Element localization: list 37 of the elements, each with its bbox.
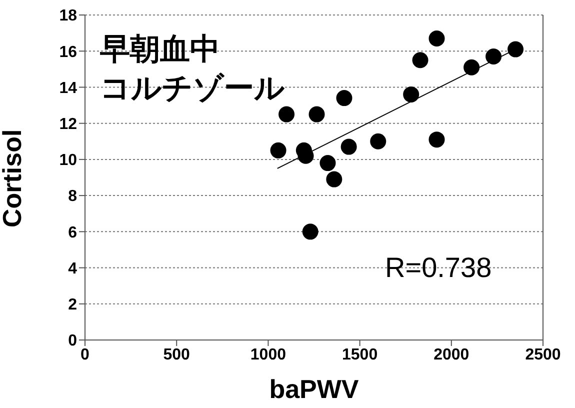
y-tick-label: 12 <box>59 116 78 134</box>
annotation: R=0.738 <box>385 251 492 285</box>
x-axis-title: baPWV <box>269 374 360 404</box>
y-tick-label: 10 <box>59 152 78 170</box>
x-tick-label: 2500 <box>525 346 561 364</box>
point <box>464 59 480 76</box>
x-tick-label: 500 <box>163 346 190 364</box>
y-axis-title: Cortisol <box>0 129 28 228</box>
point <box>326 171 342 188</box>
point <box>370 133 386 150</box>
point <box>308 106 325 122</box>
y-tick-label: 2 <box>68 296 78 314</box>
point <box>486 48 502 65</box>
y-tick-label: 4 <box>68 260 78 278</box>
point <box>320 155 336 172</box>
point <box>278 106 295 122</box>
x-tick-label: 1500 <box>342 346 378 364</box>
y-tick-label: 6 <box>68 224 78 242</box>
point <box>403 86 420 102</box>
point <box>428 132 445 148</box>
x-tick-label: 1000 <box>250 346 286 364</box>
y-tick-label: 0 <box>68 332 78 350</box>
x-tick-label: 0 <box>80 346 90 364</box>
point <box>270 142 286 158</box>
y-tick-label: 8 <box>68 188 78 206</box>
point <box>428 30 445 46</box>
point <box>340 138 357 155</box>
x-tick-label: 2000 <box>434 346 470 364</box>
y-tick-label: 16 <box>59 44 78 61</box>
annotation: 早朝血中 <box>100 32 220 68</box>
point <box>336 90 352 106</box>
point <box>302 224 318 240</box>
y-tick-label: 18 <box>59 8 78 25</box>
point <box>412 52 428 68</box>
point <box>508 41 524 58</box>
annotation: コルチゾール <box>100 71 285 107</box>
y-tick-label: 14 <box>59 80 78 97</box>
